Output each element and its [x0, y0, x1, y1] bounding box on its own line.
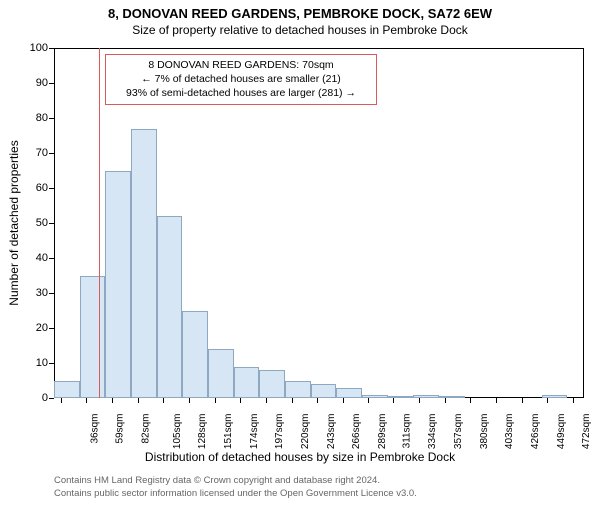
y-tick-mark [49, 153, 54, 154]
x-tick-mark [138, 398, 139, 403]
x-tick-label: 220sqm [300, 414, 311, 450]
x-tick-mark [292, 398, 293, 403]
annotation-line: ← 7% of detached houses are smaller (21) [112, 72, 370, 86]
x-tick-label: 36sqm [89, 414, 100, 444]
x-tick-mark [215, 398, 216, 403]
x-tick-label: 82sqm [141, 414, 152, 444]
x-tick-label: 311sqm [401, 414, 412, 449]
x-tick-mark [163, 398, 164, 403]
x-tick-label: 426sqm [530, 414, 541, 450]
y-tick-mark [49, 293, 54, 294]
footer-line-1: Contains HM Land Registry data © Crown c… [54, 475, 417, 487]
y-tick-mark [49, 223, 54, 224]
chart-title: 8, DONOVAN REED GARDENS, PEMBROKE DOCK, … [0, 6, 600, 21]
x-tick-mark [547, 398, 548, 403]
histogram-bar [439, 396, 465, 398]
histogram-bar [54, 381, 80, 399]
annotation-box: 8 DONOVAN REED GARDENS: 70sqm← 7% of det… [105, 54, 377, 105]
y-tick-label: 50 [20, 217, 48, 229]
histogram-bar [157, 216, 183, 398]
annotation-line: 93% of semi-detached houses are larger (… [112, 86, 370, 100]
histogram-bar [285, 381, 311, 399]
property-marker-line [99, 48, 100, 398]
x-tick-label: 59sqm [115, 414, 126, 444]
x-tick-mark [368, 398, 369, 403]
x-tick-label: 151sqm [223, 414, 234, 450]
x-tick-mark [496, 398, 497, 403]
histogram-bar [413, 395, 439, 399]
histogram-bar [388, 396, 414, 398]
y-tick-label: 90 [20, 77, 48, 89]
x-tick-mark [189, 398, 190, 403]
x-tick-label: 105sqm [172, 414, 183, 450]
y-tick-mark [49, 328, 54, 329]
histogram-bar [234, 367, 260, 399]
x-tick-mark [86, 398, 87, 403]
x-tick-mark [445, 398, 446, 403]
chart-subtitle: Size of property relative to detached ho… [0, 23, 600, 37]
y-tick-mark [49, 48, 54, 49]
histogram-bar [80, 276, 106, 399]
x-tick-label: 243sqm [326, 414, 337, 450]
histogram-bar [542, 395, 568, 399]
y-tick-label: 30 [20, 287, 48, 299]
y-tick-mark [49, 83, 54, 84]
x-tick-label: 380sqm [479, 414, 490, 450]
histogram-bar [336, 388, 362, 399]
x-tick-label: 357sqm [453, 414, 464, 450]
y-tick-label: 20 [20, 322, 48, 334]
y-tick-mark [49, 258, 54, 259]
x-tick-mark [343, 398, 344, 403]
x-tick-label: 334sqm [427, 414, 438, 450]
x-tick-mark [522, 398, 523, 403]
y-tick-label: 40 [20, 252, 48, 264]
y-tick-label: 10 [20, 357, 48, 369]
x-tick-label: 472sqm [581, 414, 592, 450]
histogram-bar [131, 129, 157, 399]
x-tick-label: 174sqm [249, 414, 260, 450]
x-tick-mark [61, 398, 62, 403]
y-axis-label: Number of detached properties [7, 133, 21, 313]
x-tick-mark [419, 398, 420, 403]
histogram-bar [182, 311, 208, 399]
y-tick-label: 0 [20, 392, 48, 404]
footer-line-2: Contains public sector information licen… [54, 488, 417, 500]
x-tick-mark [266, 398, 267, 403]
x-tick-label: 449sqm [556, 414, 567, 450]
y-tick-label: 60 [20, 182, 48, 194]
annotation-line: 8 DONOVAN REED GARDENS: 70sqm [112, 58, 370, 72]
y-tick-label: 70 [20, 147, 48, 159]
y-tick-mark [49, 363, 54, 364]
y-tick-mark [49, 118, 54, 119]
x-tick-label: 403sqm [504, 414, 515, 450]
histogram-bar [259, 370, 285, 398]
histogram-bar [362, 395, 388, 399]
x-axis-label: Distribution of detached houses by size … [0, 450, 600, 464]
y-tick-mark [49, 398, 54, 399]
x-tick-mark [573, 398, 574, 403]
x-tick-mark [112, 398, 113, 403]
x-tick-mark [393, 398, 394, 403]
x-tick-label: 197sqm [274, 414, 285, 450]
x-tick-mark [317, 398, 318, 403]
x-tick-label: 128sqm [197, 414, 208, 450]
y-tick-mark [49, 188, 54, 189]
histogram-bar [208, 349, 234, 398]
x-tick-mark [470, 398, 471, 403]
y-tick-label: 80 [20, 112, 48, 124]
footer-attribution: Contains HM Land Registry data © Crown c… [54, 475, 417, 500]
y-tick-label: 100 [20, 42, 48, 54]
x-tick-label: 266sqm [351, 414, 362, 450]
histogram-bar [105, 171, 131, 399]
histogram-bar [311, 384, 337, 398]
x-tick-mark [240, 398, 241, 403]
x-tick-label: 289sqm [377, 414, 388, 450]
